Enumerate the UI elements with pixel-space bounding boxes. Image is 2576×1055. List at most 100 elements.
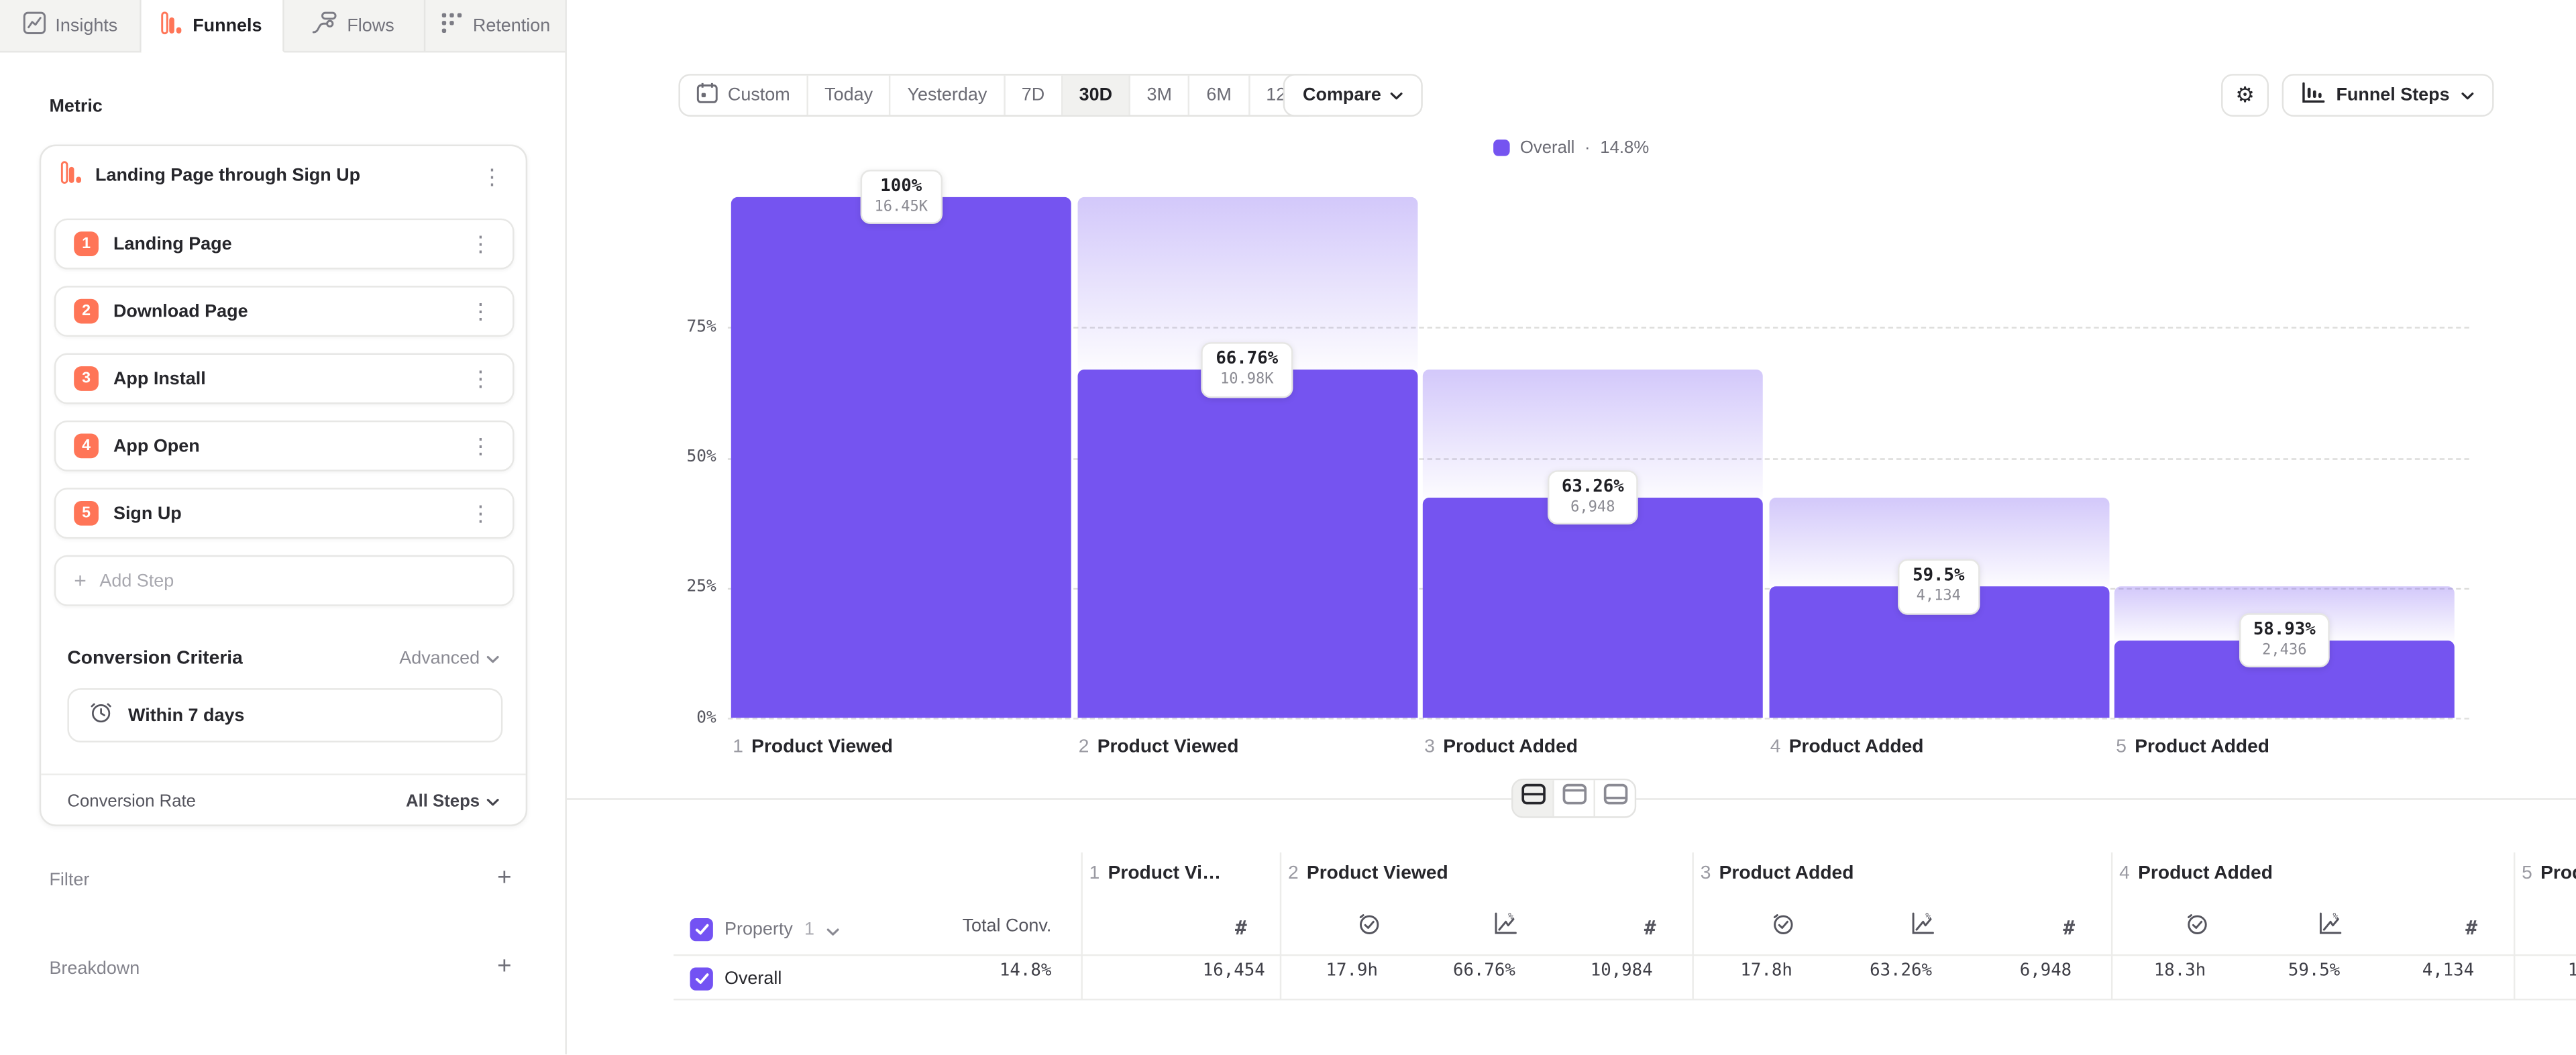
tab-label: Funnels <box>193 15 262 36</box>
time-to-convert-icon <box>2184 911 2209 944</box>
compare-button[interactable]: Compare <box>1283 74 1423 117</box>
range-3m[interactable]: 3M <box>1130 75 1190 115</box>
metric-col-rate-3[interactable]: % <box>1832 910 1972 946</box>
add-filter-button[interactable]: + <box>497 864 512 892</box>
table-column-divider <box>1279 852 1282 999</box>
range-6m[interactable]: 6M <box>1190 75 1250 115</box>
range-custom[interactable]: Custom <box>680 75 808 115</box>
step-number: 5 <box>2116 737 2127 757</box>
sidebar-divider <box>565 0 567 1055</box>
metric-card-header: Landing Page through Sign Up ⋮ <box>41 151 525 200</box>
table-view-button[interactable] <box>1595 780 1635 816</box>
chart-legend-overall[interactable]: Overall · 14.8% <box>567 138 2576 158</box>
metric-col-time-2[interactable] <box>1280 910 1417 946</box>
range-7d[interactable]: 7D <box>1005 75 1063 115</box>
step2-count-value: 10,984 <box>1590 960 1653 981</box>
funnel-bar-step-2[interactable] <box>1077 370 1417 718</box>
metric-col-count-2[interactable]: # <box>1554 910 1692 946</box>
step-menu-button[interactable]: ⋮ <box>470 433 492 459</box>
group-number: 5 <box>2522 864 2532 884</box>
step-menu-button[interactable]: ⋮ <box>470 500 492 526</box>
y-axis-tick-50: 50% <box>686 448 716 467</box>
tab-flows[interactable]: Flows <box>283 0 425 53</box>
step1-count-value: 16,454 <box>1202 960 1265 981</box>
breakdown-section-label: Breakdown <box>49 959 140 979</box>
chart-settings-button[interactable]: ⚙ <box>2221 74 2269 117</box>
range-label: Today <box>824 85 873 105</box>
metric-col-count-1[interactable]: # <box>1081 910 1279 946</box>
range-label: Yesterday <box>907 85 987 105</box>
funnel-bar-step-1[interactable] <box>731 197 1071 718</box>
step4-rate-value: 59.5% <box>2288 960 2341 981</box>
funnel-dropoff-step-2[interactable] <box>1077 197 1417 370</box>
group-name: Product Viewed <box>1108 864 1226 884</box>
add-breakdown-button[interactable]: + <box>497 952 512 981</box>
metric-col-count-4[interactable]: # <box>2379 910 2514 946</box>
report-tabbar: Insights Funnels Flows Retention <box>0 0 566 53</box>
count-icon: # <box>1235 916 1247 940</box>
chart-view-button[interactable] <box>1554 780 1595 817</box>
compare-label: Compare <box>1303 85 1381 105</box>
conversion-rate-icon: % <box>1494 911 1519 944</box>
group-number: 3 <box>1700 864 1711 884</box>
property-checkbox[interactable] <box>690 918 713 942</box>
range-30d[interactable]: 30D <box>1063 75 1131 115</box>
table-row-overall[interactable]: Overall <box>690 964 782 994</box>
x-axis-baseline <box>727 718 2469 720</box>
step-label: App Open <box>113 436 200 456</box>
property-selector[interactable]: Property 1 <box>690 913 839 946</box>
funnel-step-row-1[interactable]: 1 Landing Page ⋮ <box>54 218 515 270</box>
metric-card: Landing Page through Sign Up ⋮ 1 Landing… <box>39 144 528 826</box>
overall-checkbox[interactable] <box>690 967 713 991</box>
conversion-criteria-label: Conversion Criteria <box>67 649 243 669</box>
tab-retention[interactable]: Retention <box>425 0 566 53</box>
metric-col-rate-2[interactable]: % <box>1417 910 1555 946</box>
total-conv-value: 14.8% <box>999 960 1052 981</box>
group-name: Product Viewed <box>1306 864 1448 884</box>
metric-col-rate-4[interactable]: % <box>2245 910 2379 946</box>
plus-icon: + <box>74 568 87 594</box>
conversion-count: 16.45K <box>874 199 928 215</box>
step-menu-button[interactable]: ⋮ <box>470 366 492 391</box>
date-range-selector: Custom Today Yesterday 7D 30D 3M 6M 12M <box>678 74 1320 117</box>
legend-separator: · <box>1585 137 1591 158</box>
metric-col-count-3[interactable]: # <box>1972 910 2111 946</box>
step-number-badge: 3 <box>74 366 99 391</box>
funnel-bar-step-3[interactable] <box>1422 498 1763 718</box>
add-step-button[interactable]: + Add Step <box>54 555 515 606</box>
conversion-count: 6,948 <box>1570 499 1615 516</box>
chart-type-dropdown[interactable]: Funnel Steps <box>2282 74 2494 117</box>
metric-col-time-3[interactable] <box>1692 910 1831 946</box>
step-number-badge: 5 <box>74 500 99 526</box>
funnel-step-row-4[interactable]: 4 App Open ⋮ <box>54 420 515 471</box>
y-axis-tick-25: 25% <box>686 578 716 597</box>
step-label: App Install <box>113 368 206 389</box>
funnel-step-row-3[interactable]: 3 App Install ⋮ <box>54 353 515 404</box>
range-label: 30D <box>1079 85 1113 105</box>
funnel-step-row-5[interactable]: 5 Sign Up ⋮ <box>54 488 515 539</box>
step-menu-button[interactable]: ⋮ <box>470 231 492 257</box>
tab-insights[interactable]: Insights <box>0 0 142 53</box>
conversion-pct: 59.5% <box>1913 566 1965 586</box>
metric-menu-button[interactable]: ⋮ <box>481 163 503 188</box>
tab-funnels[interactable]: Funnels <box>142 0 284 53</box>
range-yesterday[interactable]: Yesterday <box>891 75 1006 115</box>
split-view-button[interactable] <box>1513 780 1554 817</box>
conversion-rate-icon: % <box>1911 911 1935 944</box>
step-label: Landing Page <box>113 233 232 254</box>
svg-text:%: % <box>1925 911 1931 922</box>
conversion-window-button[interactable]: Within 7 days <box>67 688 503 742</box>
svg-text:%: % <box>1509 911 1514 922</box>
metric-title: Landing Page through Sign Up <box>95 166 361 186</box>
range-today[interactable]: Today <box>808 75 891 115</box>
funnel-step-row-2[interactable]: 2 Download Page ⋮ <box>54 286 515 337</box>
gear-icon: ⚙ <box>2235 82 2255 107</box>
chevron-down-icon <box>826 915 839 944</box>
step-number-badge: 4 <box>74 433 99 459</box>
advanced-dropdown[interactable]: Advanced <box>399 649 499 669</box>
all-steps-dropdown[interactable]: All Steps <box>406 791 499 812</box>
step-menu-button[interactable]: ⋮ <box>470 298 492 324</box>
metric-col-time-4[interactable] <box>2111 910 2245 946</box>
gridline-50 <box>727 457 2469 459</box>
step4-count-value: 4,134 <box>2422 960 2475 981</box>
